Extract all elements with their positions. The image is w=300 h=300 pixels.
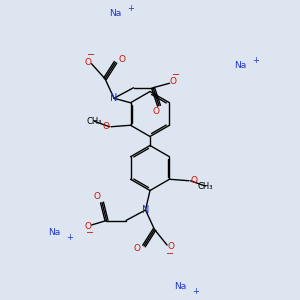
Text: O: O [169, 77, 177, 86]
Text: Na: Na [48, 228, 60, 237]
Text: +: + [192, 287, 199, 296]
Text: +: + [127, 4, 134, 13]
Text: CH₃: CH₃ [198, 182, 213, 191]
Text: +: + [66, 233, 73, 242]
Text: O: O [84, 58, 92, 67]
Text: −: − [86, 228, 94, 239]
Text: Na: Na [174, 282, 186, 291]
Text: O: O [167, 242, 174, 251]
Text: O: O [134, 244, 141, 253]
Text: CH₃: CH₃ [87, 117, 102, 126]
Text: N: N [110, 93, 118, 103]
Text: −: − [172, 70, 180, 80]
Text: −: − [166, 249, 174, 259]
Text: O: O [103, 122, 110, 131]
Text: Na: Na [234, 61, 246, 70]
Text: −: − [87, 50, 95, 60]
Text: Na: Na [110, 9, 122, 18]
Text: O: O [190, 176, 197, 185]
Text: O: O [94, 192, 101, 201]
Text: +: + [252, 56, 259, 65]
Text: N: N [142, 205, 149, 215]
Text: O: O [118, 55, 126, 64]
Text: O: O [152, 107, 160, 116]
Text: O: O [84, 222, 92, 231]
